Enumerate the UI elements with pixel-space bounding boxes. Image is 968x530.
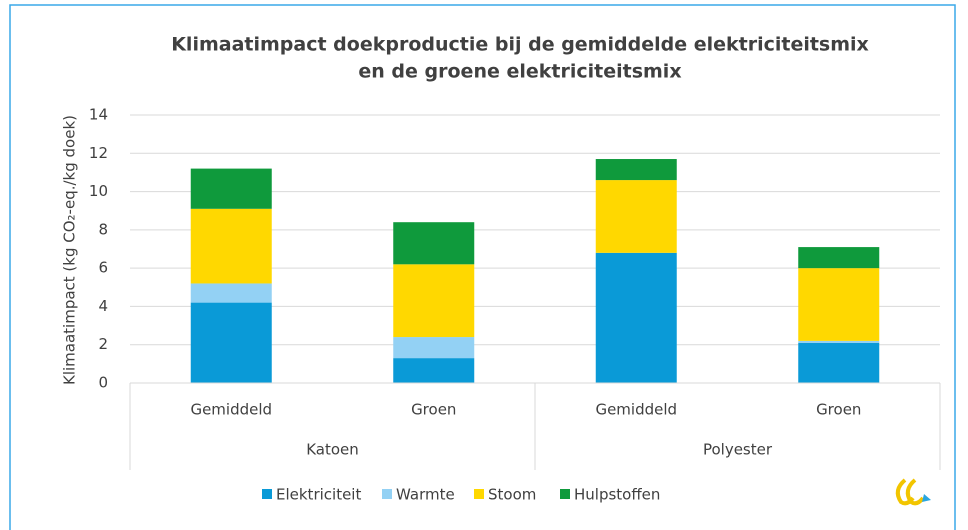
x-tick-label: Groen [411,401,456,419]
y-tick-label: 6 [98,259,108,277]
bar-segment [393,358,475,383]
bar-segment [595,159,677,181]
bar-segment [798,340,880,343]
bar-segment [798,247,880,269]
bar-segment [798,268,880,341]
legend-label: Stoom [488,486,536,504]
bar-segment [190,283,272,303]
bar-segment [595,180,677,253]
legend-swatch [474,489,484,499]
bar-segment [393,222,475,265]
bar-segment [393,337,475,359]
y-tick-label: 0 [98,374,108,392]
bar-segment [190,168,272,209]
chart-title: en de groene elektriciteitsmix [358,61,681,83]
chart-title: Klimaatimpact doekproductie bij de gemid… [171,34,869,56]
legend-label: Hulpstoffen [574,486,660,504]
group-label: Katoen [306,441,359,459]
legend-swatch [382,489,392,499]
x-tick-label: Groen [816,401,861,419]
logo [895,478,931,506]
legend-label: Warmte [396,486,455,504]
y-tick-label: 4 [98,297,108,315]
y-tick-label: 2 [98,335,108,353]
bar-segment [798,342,880,383]
bar-segment [393,264,475,338]
y-tick-label: 12 [89,144,108,162]
legend-swatch [560,489,570,499]
legend-label: Elektriciteit [276,486,361,504]
y-tick-label: 14 [89,106,108,124]
y-axis-label: Klimaatimpact (kg CO₂-eq./kg doek) [61,115,79,385]
y-tick-label: 8 [98,220,108,238]
legend-swatch [262,489,272,499]
group-label: Polyester [703,441,773,459]
bar-segment [190,208,272,284]
bar-segment [190,302,272,383]
x-tick-label: Gemiddeld [595,401,677,419]
frame [9,4,956,530]
y-tick-label: 10 [89,182,108,200]
bar-segment [595,252,677,383]
x-tick-label: Gemiddeld [190,401,272,419]
